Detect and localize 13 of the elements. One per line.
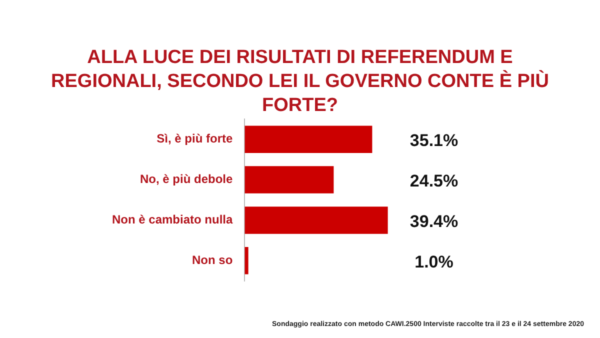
bar (244, 206, 388, 234)
data-label: 1.0% (414, 252, 454, 272)
data-label: 24.5% (410, 171, 458, 190)
bar (244, 166, 334, 194)
bar (244, 126, 372, 154)
y-tick-label: Sì, è più forte (156, 132, 234, 146)
y-tick-label: Non so (192, 252, 233, 267)
data-label: 39.4% (410, 212, 458, 231)
y-tick-label: No, è più debole (140, 172, 234, 186)
bar (244, 246, 248, 274)
chart-title: ALLA LUCE DEI RISULTATI DI REFERENDUM E REGIONALI, SECONDO LEI IL GOVERNO CONTE È PIÙ FORTE? (50, 46, 550, 118)
data-label: 35.1% (410, 131, 458, 150)
y-tick-label: Non è cambiato nulla (112, 212, 234, 227)
